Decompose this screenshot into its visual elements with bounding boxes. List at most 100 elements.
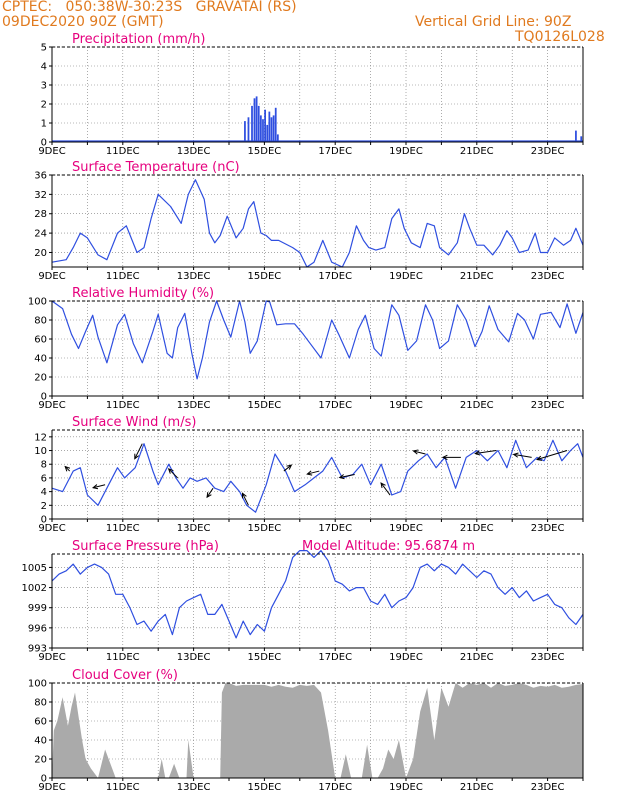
y-tick-label: 100 [28, 297, 47, 308]
panel-4 [49, 550, 584, 651]
precip-bar [268, 111, 271, 142]
precip-bar [255, 96, 258, 142]
y-tick-label: 28 [34, 209, 47, 220]
x-tick-label: 13DEC [177, 652, 211, 663]
y-tick-label: 6 [41, 473, 47, 484]
x-tick-label: 13DEC [177, 400, 211, 411]
x-tick-label: 11DEC [106, 652, 140, 663]
wind-vector [413, 450, 426, 455]
wind-vector [134, 443, 143, 459]
wind-vector-head [412, 449, 419, 455]
x-tick-label: 9DEC [38, 523, 65, 534]
x-tick-label: 21DEC [460, 400, 494, 411]
y-tick-label: 993 [28, 644, 47, 655]
precip-bar [266, 124, 269, 142]
x-tick-label: 13DEC [177, 782, 211, 793]
x-tick-label: 15DEC [248, 523, 282, 534]
model-id: TQ0126L028 [515, 29, 605, 45]
y-tick-label: 996 [28, 623, 47, 634]
wind-vector [307, 470, 320, 475]
x-tick-label: 21DEC [460, 146, 494, 157]
wind-vector-head [91, 484, 99, 490]
precip-bar [253, 98, 256, 142]
series-line [51, 179, 584, 268]
x-tick-label: 19DEC [389, 146, 423, 157]
model-altitude-label: Model Altitude: 95.6874 m [302, 539, 475, 554]
wind-vector-head [535, 455, 543, 461]
wind-vector [339, 474, 355, 478]
precip-bar [270, 117, 273, 142]
x-tick-label: 17DEC [318, 652, 352, 663]
wind-vector-head [241, 492, 247, 499]
panel-title: Cloud Cover (%) [72, 668, 178, 683]
x-tick-label: 21DEC [460, 652, 494, 663]
y-tick-label: 2 [41, 501, 47, 512]
wind-vector-head [206, 492, 212, 499]
x-tick-label: 19DEC [389, 652, 423, 663]
y-tick-label: 80 [34, 698, 47, 709]
wind-vector-head [380, 482, 386, 489]
x-tick-label: 9DEC [38, 400, 65, 411]
y-tick-label: 10 [34, 446, 47, 457]
precip-bar [257, 105, 260, 142]
x-tick-label: 11DEC [106, 400, 140, 411]
y-tick-label: 5 [41, 43, 47, 54]
x-tick-label: 15DEC [248, 400, 282, 411]
wind-vector [536, 450, 568, 461]
precip-bar [274, 107, 277, 142]
y-tick-label: 0 [41, 138, 47, 149]
x-tick-label: 19DEC [389, 523, 423, 534]
y-tick-label: 20 [34, 373, 47, 384]
series-line [51, 550, 584, 639]
x-tick-label: 23DEC [531, 271, 565, 282]
precip-bar [251, 105, 253, 142]
y-tick-label: 0 [41, 774, 47, 785]
x-tick-label: 23DEC [531, 782, 565, 793]
y-tick-label: 4 [41, 62, 47, 73]
wind-vector [513, 453, 532, 458]
y-tick-label: 999 [28, 603, 47, 614]
panel-title: Precipitation (mm/h) [72, 32, 205, 47]
x-tick-label: 9DEC [38, 652, 65, 663]
x-tick-label: 11DEC [106, 146, 140, 157]
x-tick-label: 21DEC [460, 782, 494, 793]
y-tick-label: 20 [34, 248, 47, 259]
wind-vector [475, 450, 497, 455]
x-tick-label: 15DEC [248, 652, 282, 663]
wind-vector-head [286, 464, 293, 470]
wind-vector-head [474, 450, 481, 456]
panel-1 [49, 174, 584, 270]
precip-bar [247, 117, 250, 142]
wind-vector-head [306, 470, 313, 476]
y-tick-label: 0 [41, 392, 47, 403]
y-tick-label: 24 [34, 229, 47, 240]
y-tick-label: 60 [34, 717, 47, 728]
wind-vector-head [441, 454, 448, 461]
panel-2 [49, 300, 584, 399]
wind-vector [92, 484, 106, 489]
y-tick-label: 100 [28, 679, 47, 690]
x-tick-label: 13DEC [177, 271, 211, 282]
x-tick-label: 23DEC [531, 146, 565, 157]
x-tick-label: 9DEC [38, 271, 65, 282]
wind-vector [380, 482, 391, 496]
y-tick-label: 12 [34, 432, 47, 443]
y-tick-label: 1005 [22, 563, 47, 574]
precip-bar [575, 130, 577, 142]
cloud-cover-area [52, 683, 583, 778]
precip-bar [580, 136, 583, 142]
x-tick-label: 15DEC [248, 271, 282, 282]
x-tick-label: 17DEC [318, 782, 352, 793]
x-tick-label: 19DEC [389, 782, 423, 793]
x-tick-label: 23DEC [531, 523, 565, 534]
wind-vector [206, 487, 214, 498]
wind-vector-head [167, 468, 174, 474]
x-tick-label: 17DEC [318, 400, 352, 411]
y-tick-label: 4 [41, 487, 47, 498]
station-header: CPTEC: 050:38W-30:23S GRAVATAI (RS) [2, 0, 297, 15]
y-tick-label: 1002 [22, 583, 47, 594]
x-tick-label: 17DEC [318, 271, 352, 282]
y-tick-label: 32 [34, 190, 47, 201]
precip-bar [262, 119, 264, 142]
